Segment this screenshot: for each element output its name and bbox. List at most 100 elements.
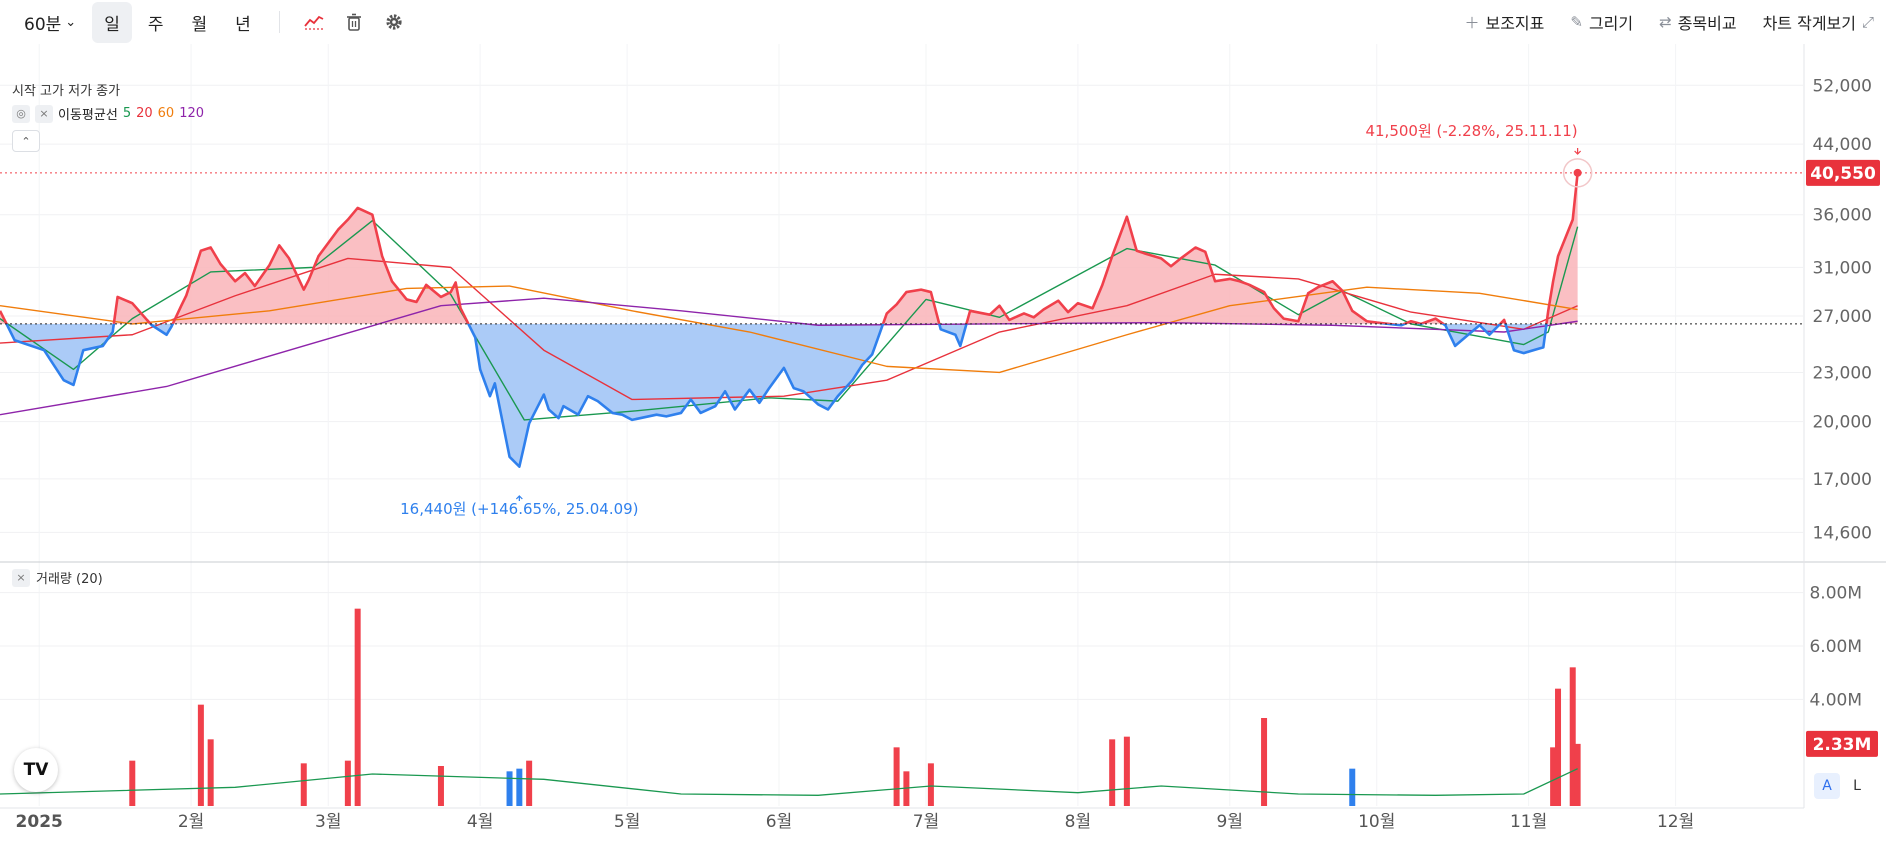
period-tab-year[interactable]: 년: [235, 14, 251, 35]
time-axis-tick: 12월: [1657, 812, 1694, 832]
volume-axis-tick: 4.00M: [1809, 690, 1862, 710]
volume-bar: [197, 704, 204, 806]
volume-ma-line: [0, 768, 1578, 796]
price-axis-tick: 52,000: [1813, 76, 1872, 96]
price-line-above: [0, 172, 1579, 324]
trash-icon[interactable]: [336, 4, 372, 40]
volume-bar: [506, 771, 513, 806]
toolbar-divider: [278, 11, 280, 33]
volume-bar: [300, 763, 307, 806]
current-price-label: 40,550: [1810, 164, 1876, 184]
time-axis-tick: 10월: [1358, 812, 1395, 832]
indicator-label: 보조지표: [1485, 14, 1545, 33]
chevron-up-icon: ⌃: [21, 134, 31, 148]
time-axis-tick: 6월: [766, 812, 792, 832]
volume-bar: [1261, 718, 1268, 806]
ma-line-120: [0, 297, 1578, 416]
low-annotation: 16,440원 (+146.65%, 25.04.09): [400, 500, 638, 518]
price-axis-tick: 36,000: [1813, 206, 1872, 226]
price-axis-tick: 23,000: [1813, 363, 1872, 383]
low-annotation-arrow: [515, 495, 523, 501]
volume-bar: [437, 766, 444, 806]
pencil-icon: ✎: [1570, 13, 1583, 31]
volume-bar: [207, 739, 214, 806]
plus-icon: ＋: [1464, 13, 1480, 32]
volume-axis-tick: 6.00M: [1809, 637, 1862, 657]
time-axis-tick: 3월: [315, 812, 341, 832]
high-annotation: 41,500원 (-2.28%, 25.11.11): [1365, 122, 1577, 140]
shrink-icon: ⤢: [1861, 13, 1874, 31]
tradingview-logo[interactable]: TV: [14, 748, 58, 792]
volume-bar: [526, 760, 533, 806]
draw-label: 그리기: [1588, 14, 1634, 33]
period-tab-month[interactable]: 월: [191, 14, 208, 35]
period-tab-day[interactable]: 일: [92, 1, 132, 43]
time-axis-tick: 9월: [1217, 812, 1243, 832]
price-axis-tick: 31,000: [1813, 258, 1872, 278]
ma-legend-label: 이동평균선: [58, 108, 118, 123]
compare-button[interactable]: ⇄ 종목비교: [1659, 10, 1736, 34]
volume-bar: [516, 768, 523, 806]
current-price-dot: [1573, 168, 1582, 177]
price-line-below: [5, 323, 1548, 468]
ma-legend-20: 20: [136, 106, 153, 121]
high-annotation-arrow: [1574, 148, 1582, 155]
shrink-chart-label: 차트 작게보기: [1762, 14, 1856, 33]
price-axis-tick: 27,000: [1813, 307, 1872, 327]
chart-toolbar: 60분 ⌄ 일 주 월 년 ＋ 보조지표 ✎ 그리기 ⇄ 종목비교: [0, 0, 1886, 44]
price-axis-tick: 14,600: [1813, 523, 1872, 543]
volume-bar: [1569, 667, 1576, 806]
indicator-button[interactable]: ＋ 보조지표: [1464, 10, 1544, 34]
price-axis-tick: 20,000: [1813, 413, 1872, 433]
close-icon[interactable]: ×: [35, 104, 53, 123]
volume-bar: [1123, 736, 1130, 806]
volume-bar: [344, 760, 351, 806]
time-axis-tick: 8월: [1065, 812, 1091, 832]
volume-legend: × 거래량 (20): [12, 568, 103, 587]
current-price-ring: [1562, 158, 1593, 188]
volume-bar: [1349, 768, 1356, 806]
volume-bar: [1109, 739, 1116, 806]
ma-legend-120: 120: [179, 106, 205, 121]
volume-bar: [1574, 743, 1581, 806]
gear-icon[interactable]: [376, 4, 412, 40]
period-tab-week[interactable]: 주: [147, 14, 164, 35]
chevron-down-icon: ⌄: [65, 14, 77, 30]
shrink-chart-button[interactable]: 차트 작게보기 ⤢: [1763, 10, 1874, 34]
line-chart-icon[interactable]: [296, 4, 332, 40]
time-axis-tick: 5월: [614, 812, 640, 832]
close-icon[interactable]: ×: [12, 568, 30, 587]
current-price-tag: [1806, 159, 1880, 186]
price-axis-tick: 17,000: [1813, 470, 1872, 490]
volume-legend-label: 거래량 (20): [36, 572, 103, 587]
auto-scale-button[interactable]: A: [1814, 773, 1840, 799]
draw-button[interactable]: ✎ 그리기: [1570, 10, 1633, 34]
eye-off-icon[interactable]: ◎: [12, 104, 30, 123]
volume-bar: [893, 747, 900, 806]
log-scale-button[interactable]: L: [1853, 778, 1861, 794]
compare-icon: ⇄: [1659, 13, 1672, 31]
ma-legend: ◎ × 이동평균선 5 20 60 120: [12, 104, 204, 123]
compare-label: 종목비교: [1677, 14, 1737, 33]
ma-line-5: [0, 219, 1579, 421]
volume-bar: [129, 760, 136, 806]
volume-bar: [1555, 688, 1562, 806]
volume-axis-tick: 8.00M: [1809, 584, 1862, 604]
time-axis-tick: 2025: [16, 812, 63, 832]
interval-select[interactable]: 60분 ⌄: [12, 2, 88, 43]
time-axis-tick: 2월: [178, 812, 204, 832]
volume-bar: [354, 608, 361, 806]
collapse-legend-button[interactable]: ⌃: [12, 130, 40, 152]
time-axis-tick: 7월: [913, 812, 939, 832]
price-chart[interactable]: 52,000 44,000 36,000 31,000 27,000 23,000 20,0…: [0, 44, 1886, 845]
ma-line-60: [0, 285, 1578, 374]
ma-legend-5: 5: [122, 106, 132, 121]
volume-current-label: 2.33M: [1813, 735, 1872, 755]
volume-bar: [927, 763, 934, 806]
ma-line-20: [0, 257, 1578, 401]
interval-label: 60분: [24, 14, 62, 35]
price-area-above: [0, 172, 1578, 324]
volume-current-tag: [1806, 730, 1878, 757]
time-axis-tick: 11월: [1510, 812, 1547, 832]
volume-bar: [1550, 747, 1557, 806]
